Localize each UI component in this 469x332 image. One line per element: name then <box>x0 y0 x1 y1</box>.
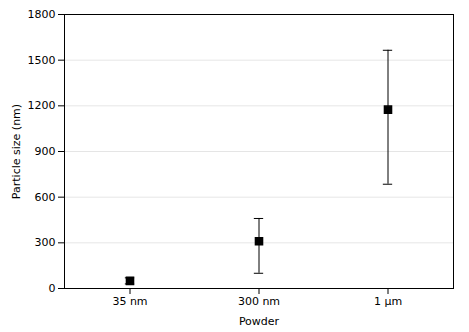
svg-text:0: 0 <box>49 282 56 295</box>
svg-text:Powder: Powder <box>239 315 280 328</box>
svg-text:300: 300 <box>35 236 56 249</box>
svg-text:1200: 1200 <box>28 99 56 112</box>
svg-text:300 nm: 300 nm <box>238 295 280 308</box>
svg-text:1500: 1500 <box>28 54 56 67</box>
svg-text:35 nm: 35 nm <box>112 295 147 308</box>
svg-text:1800: 1800 <box>28 8 56 21</box>
svg-text:Particle size (nm): Particle size (nm) <box>10 104 23 199</box>
svg-text:600: 600 <box>35 191 56 204</box>
svg-text:1 μm: 1 μm <box>374 295 402 308</box>
svg-text:900: 900 <box>35 145 56 158</box>
